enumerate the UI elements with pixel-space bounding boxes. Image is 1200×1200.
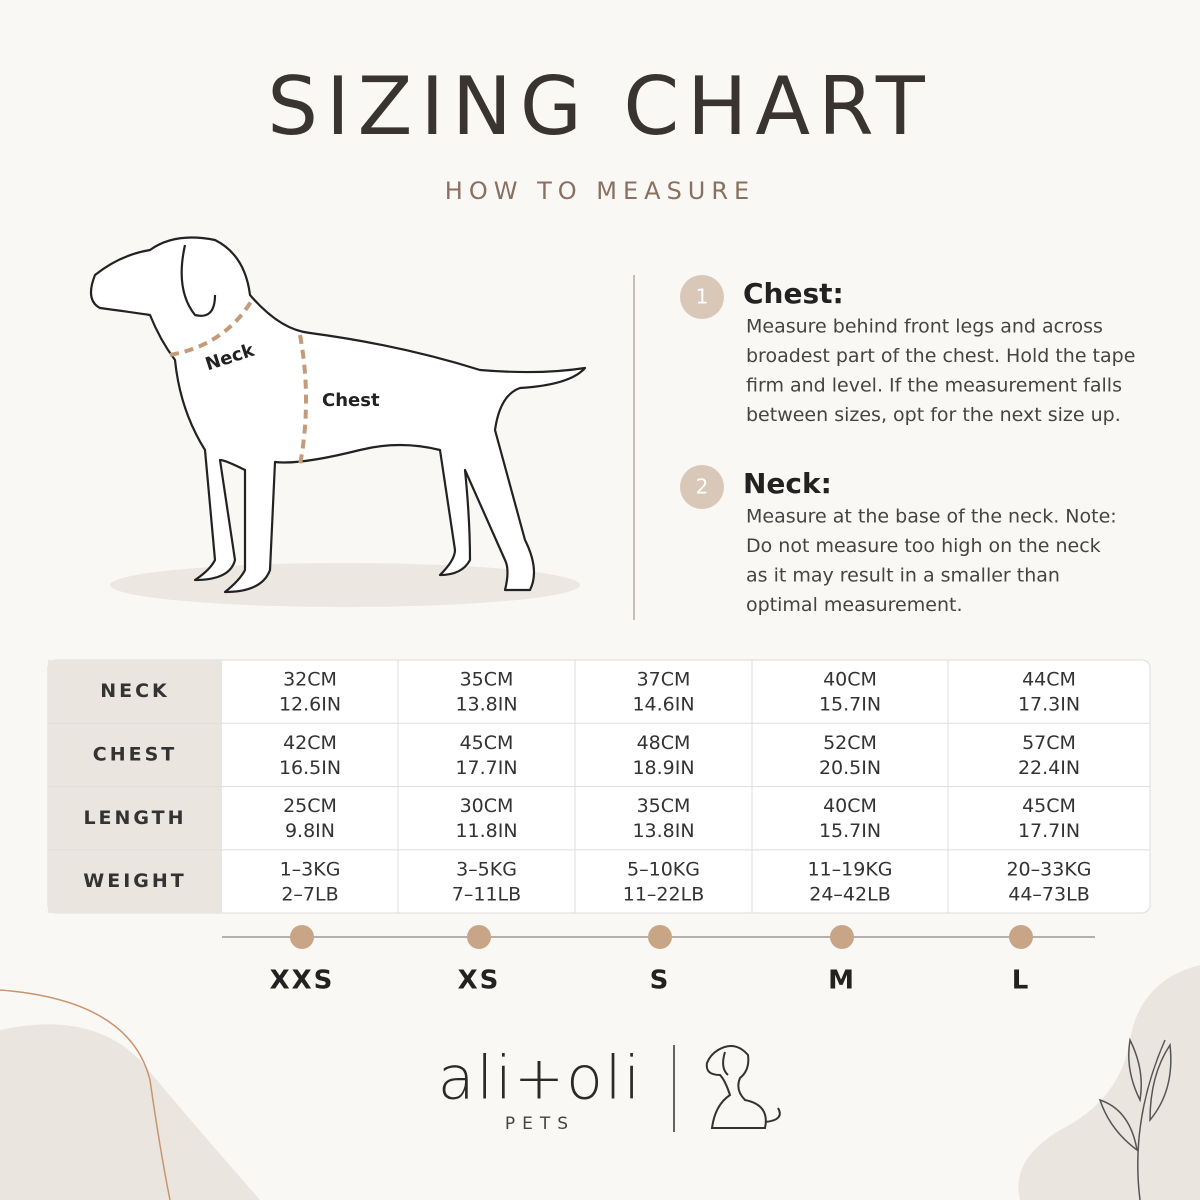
size-label: XXS — [270, 966, 335, 996]
cell-text: 11–22LB — [623, 883, 704, 905]
blob-left — [0, 1024, 260, 1200]
cell-text: 45CM — [460, 732, 514, 754]
cell-text: 45CM — [1022, 795, 1076, 817]
leaf — [1098, 1037, 1172, 1200]
step-text: as it may result in a smaller than — [746, 565, 1060, 587]
steps: 1 Chest: Measure behind front legs and acr… — [680, 275, 1135, 616]
chest-label: Chest — [322, 390, 380, 411]
neck-measure — [169, 298, 254, 357]
cell-text: 7–11LB — [452, 883, 521, 905]
size-dot — [290, 925, 314, 949]
brand-name: ali+oli — [438, 1044, 642, 1114]
size-table: NECK 32CM 12.6IN 35CM 13.8IN 37CM 14.6IN 40CM 15… — [47, 659, 1151, 914]
cell-text: 32CM — [283, 669, 337, 691]
cell-text: 44CM — [1022, 669, 1076, 691]
size-dot — [830, 925, 854, 949]
dog-outline — [89, 236, 587, 594]
cell-text: 22.4IN — [1018, 757, 1080, 779]
cell-text: 17.3IN — [1018, 694, 1080, 716]
cell-text: 16.5IN — [279, 757, 341, 779]
step-text: Measure behind front legs and across — [746, 316, 1103, 338]
cell-text: 42CM — [283, 732, 337, 754]
cell-text: 17.7IN — [1018, 820, 1080, 842]
subtitle: HOW TO MEASURE — [445, 177, 755, 205]
row-label: LENGTH — [83, 807, 186, 829]
cell-text: 17.7IN — [455, 757, 517, 779]
step-text: firm and level. If the measurement falls — [746, 375, 1122, 397]
cell-text: 35CM — [460, 669, 514, 691]
blob-right — [1018, 965, 1200, 1200]
row-label: NECK — [100, 680, 170, 702]
cell-text: 40CM — [823, 795, 877, 817]
cell-text: 37CM — [637, 669, 691, 691]
size-label: L — [1012, 966, 1031, 996]
step-title: Neck: — [743, 467, 832, 500]
size-dot — [648, 925, 672, 949]
cell-text: 11–19KG — [807, 858, 892, 880]
step-text: between sizes, opt for the next size up. — [746, 404, 1121, 426]
step-number: 2 — [696, 475, 709, 499]
row-label: WEIGHT — [83, 870, 186, 892]
cell-text: 11.8IN — [455, 820, 517, 842]
cell-text: 5–10KG — [627, 858, 700, 880]
dog-shadow — [110, 563, 580, 607]
step-text: Do not measure too high on the neck — [746, 535, 1101, 557]
size-dot — [467, 925, 491, 949]
cell-text: 12.6IN — [279, 694, 341, 716]
step-badge — [680, 465, 724, 509]
size-label: XS — [458, 966, 501, 996]
cell-text: 24–42LB — [809, 883, 890, 905]
cell-text: 25CM — [283, 795, 337, 817]
cell-text: 15.7IN — [819, 694, 881, 716]
cell-text: 48CM — [637, 732, 691, 754]
step-text: optimal measurement. — [746, 594, 962, 616]
size-dot — [1009, 925, 1033, 949]
cell-text: 13.8IN — [632, 820, 694, 842]
cell-text: 3–5KG — [456, 858, 517, 880]
curve-line — [0, 989, 171, 1200]
step-badge — [680, 275, 724, 319]
chest-measure — [298, 334, 308, 466]
cell-text: 44–73LB — [1008, 883, 1089, 905]
size-label: S — [650, 966, 671, 996]
cell-text: 57CM — [1022, 732, 1076, 754]
cell-text: 15.7IN — [819, 820, 881, 842]
cell-text: 13.8IN — [455, 694, 517, 716]
cell-text: 35CM — [637, 795, 691, 817]
cell-text: 18.9IN — [632, 757, 694, 779]
cell-text: 14.6IN — [632, 694, 694, 716]
cell-text: 52CM — [823, 732, 877, 754]
cell-text: 40CM — [823, 669, 877, 691]
row-label: CHEST — [93, 743, 177, 765]
brand-tagline: PETS — [505, 1114, 575, 1134]
cell-text: 1–3KG — [280, 858, 341, 880]
cell-text: 20–33KG — [1006, 858, 1091, 880]
cell-text: 2–7LB — [281, 883, 338, 905]
step-title: Chest: — [743, 277, 844, 310]
step-text: Measure at the base of the neck. Note: — [746, 506, 1117, 528]
cell-text: 30CM — [460, 795, 514, 817]
step-text: broadest part of the chest. Hold the tap… — [746, 345, 1135, 367]
cell-text: 20.5IN — [819, 757, 881, 779]
title: SIZING CHART — [267, 60, 932, 153]
size-scale: XXS XS S M L — [222, 925, 1095, 996]
step-number: 1 — [696, 285, 709, 309]
size-label: M — [828, 966, 856, 996]
brand-dog-icon — [705, 1045, 781, 1129]
cell-text: 9.8IN — [285, 820, 335, 842]
